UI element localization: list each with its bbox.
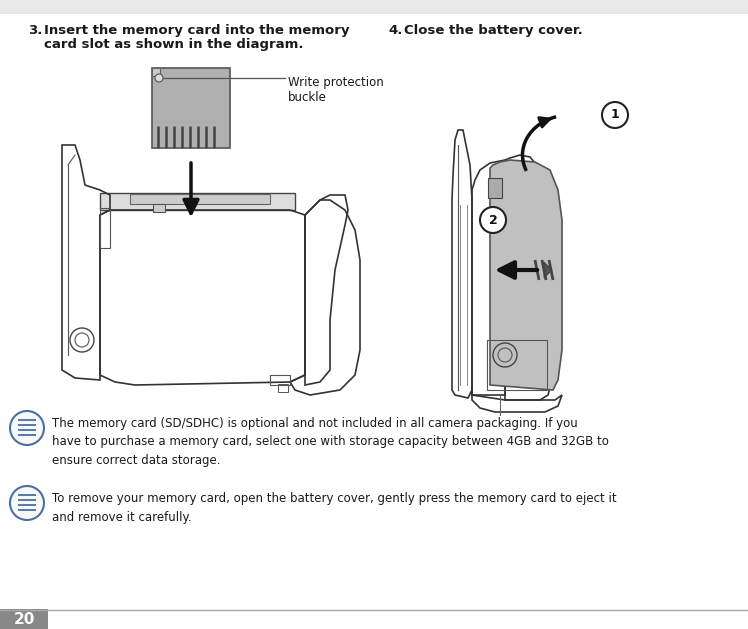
Text: Close the battery cover.: Close the battery cover. bbox=[404, 24, 583, 37]
Text: 2: 2 bbox=[488, 213, 497, 226]
Circle shape bbox=[480, 207, 506, 233]
Bar bbox=[152, 68, 230, 148]
Text: 3.: 3. bbox=[28, 24, 43, 37]
Bar bbox=[487, 340, 547, 390]
Text: To remove your memory card, open the battery cover, gently press the memory card: To remove your memory card, open the bat… bbox=[52, 492, 616, 523]
Text: 1: 1 bbox=[610, 108, 619, 121]
Text: The memory card (SD/SDHC) is optional and not included in all camera packaging. : The memory card (SD/SDHC) is optional an… bbox=[52, 417, 609, 467]
Bar bbox=[130, 194, 270, 204]
Circle shape bbox=[602, 102, 628, 128]
Text: card slot as shown in the diagram.: card slot as shown in the diagram. bbox=[44, 38, 304, 51]
Text: Insert the memory card into the memory: Insert the memory card into the memory bbox=[44, 24, 349, 37]
Bar bbox=[0, 0, 748, 14]
Bar bbox=[152, 68, 160, 76]
Bar bbox=[153, 204, 165, 212]
Circle shape bbox=[10, 411, 44, 445]
Polygon shape bbox=[490, 160, 562, 390]
Bar bbox=[270, 375, 290, 385]
Bar bbox=[278, 384, 288, 392]
Bar bbox=[100, 208, 110, 248]
Circle shape bbox=[155, 74, 163, 82]
Bar bbox=[100, 193, 295, 210]
Bar bbox=[488, 178, 502, 198]
Text: Write protection
buckle: Write protection buckle bbox=[288, 76, 384, 104]
Circle shape bbox=[10, 486, 44, 520]
Text: 20: 20 bbox=[13, 611, 34, 626]
Bar bbox=[0, 609, 48, 629]
Text: 4.: 4. bbox=[388, 24, 402, 37]
Polygon shape bbox=[544, 262, 552, 278]
